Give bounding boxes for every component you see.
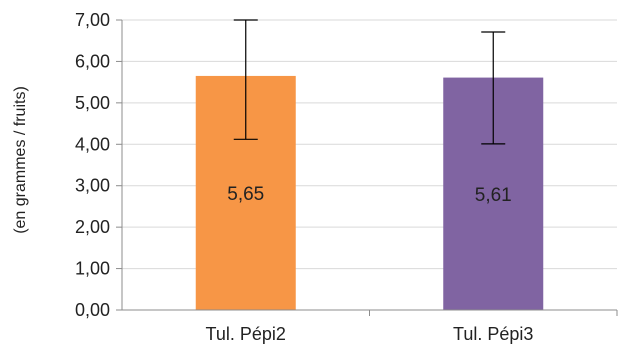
axes: 0,00 1,00 2,00 3,00 4,00 5,00 6,00 7,00 Tul. Pép… [75,10,618,344]
y-tick-label-7: 7,00 [75,10,110,30]
y-tick-label-1: 1,00 [75,259,110,279]
y-tick-label-3: 3,00 [75,176,110,196]
y-tick-label-4: 4,00 [75,134,110,154]
y-axis-title: (en grammes / fruits) [12,86,29,234]
data-labels: 5,65 5,61 [227,184,511,206]
y-tick-label-6: 6,00 [75,51,110,71]
data-label-2: 5,61 [475,185,512,206]
error-bars [233,19,506,145]
y-tick-label-2: 2,00 [75,217,110,237]
x-category-label-1: Tul. Pépi2 [206,324,286,344]
data-label-1: 5,65 [227,184,264,205]
y-tick-label-5: 5,00 [75,93,110,113]
x-category-label-2: Tul. Pépi3 [453,324,533,344]
y-tick-label-0: 0,00 [75,300,110,320]
